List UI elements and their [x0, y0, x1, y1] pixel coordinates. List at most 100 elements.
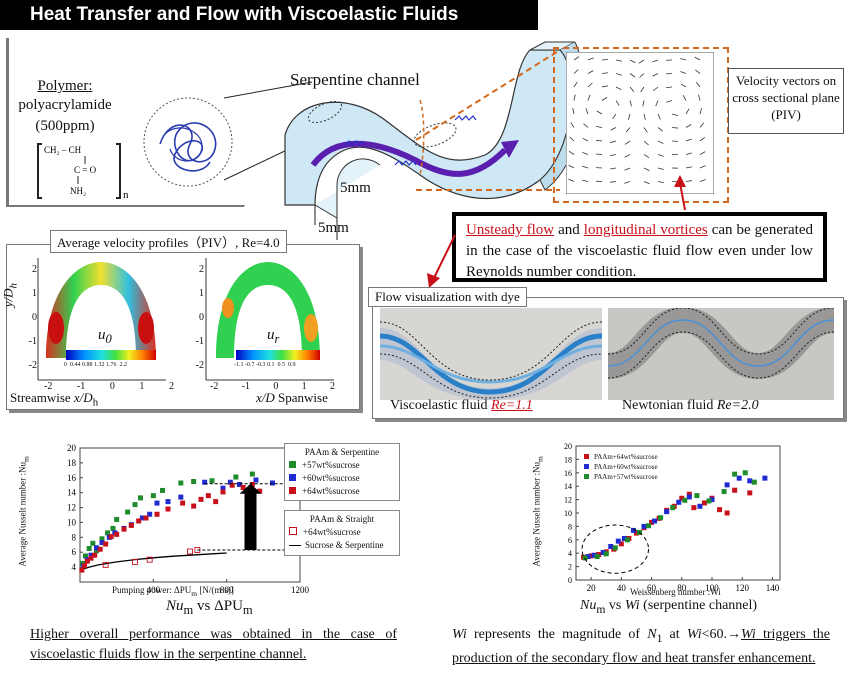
chart1-point-series-2 — [191, 503, 197, 509]
chart1-point-series-1 — [154, 500, 160, 506]
dye-label-box: Flow visualization with dye — [368, 287, 527, 307]
chart1-point-series-0 — [178, 480, 184, 486]
profiles-xtick-right-4: 2 — [330, 381, 335, 392]
chart1-point-series-0 — [83, 553, 88, 559]
chart1-point-series-2 — [128, 522, 134, 528]
chart1-legend-straight: +64wt%sucrose — [289, 526, 395, 539]
chart2-point-series-0 — [588, 553, 594, 559]
velocity-vector — [694, 56, 701, 61]
chart1-point-series-2 — [180, 500, 186, 506]
chart2-point-series-0 — [679, 495, 685, 501]
chart2-point-series-0 — [732, 487, 738, 493]
velocity-vector — [610, 154, 617, 157]
dye-photo-newtonian — [608, 308, 834, 400]
velocity-vector — [610, 140, 617, 144]
velocity-vector — [615, 73, 622, 76]
velocity-vector — [640, 86, 645, 93]
velocity-vector — [612, 113, 617, 120]
velocity-vector — [629, 100, 632, 107]
velocity-vector — [610, 181, 617, 183]
chart2-xtick: 140 — [766, 583, 780, 593]
chart2-point-series-0 — [649, 519, 655, 525]
chart2-point-series-2 — [742, 470, 748, 476]
visco-re: Re=1.1 — [491, 398, 533, 413]
chart2-ytick: 0 — [568, 576, 572, 585]
chart2-ytick: 14 — [564, 482, 572, 491]
bottom-left-conclusion: Higher overall performance was obtained … — [30, 627, 397, 662]
callout-and: and — [554, 222, 584, 238]
chart2-ytick: 20 — [564, 442, 572, 451]
chart1-xtick: 400 — [147, 585, 161, 595]
chart2-point-series-1 — [621, 535, 627, 541]
velocity-vector — [657, 113, 661, 120]
velocity-vector — [698, 94, 701, 101]
chart1-point-series-0 — [110, 525, 116, 531]
piv-label-box: Velocity vectors on cross sectional plan… — [728, 68, 844, 134]
formula-n: n — [123, 189, 129, 201]
chart2-point-series-0 — [717, 507, 723, 513]
chart1-enhancement-arrow — [239, 483, 262, 550]
chart1-point-series-2 — [114, 531, 120, 537]
velocity-vector — [582, 137, 589, 142]
velocity-vector — [624, 181, 631, 184]
chart2-xtick: 100 — [705, 583, 719, 593]
callout-longitudinal-vortices: longitudinal vortices — [583, 222, 708, 238]
chart2-xtick: 60 — [647, 583, 657, 593]
streamwise-label: Streamwise x/Dh — [10, 390, 99, 409]
velocity-vector — [685, 180, 692, 182]
velocity-vector — [638, 59, 645, 64]
chart1-ytick: 6 — [72, 547, 77, 557]
chart2-ytick: 10 — [564, 509, 572, 518]
chart1-point-series-0 — [125, 509, 131, 515]
velocity-vector — [680, 71, 687, 74]
velocity-vector — [699, 151, 706, 155]
chart1-sucrose-curve — [79, 552, 227, 571]
spanwise-label: x/D Spanwise — [256, 390, 328, 405]
chart1-point-series-0 — [114, 516, 120, 522]
polymer-formula: CH₂ – CH C = O NH₂ n — [37, 143, 129, 201]
velocity-vector — [699, 122, 705, 128]
chart1-ytick: 12 — [67, 503, 76, 513]
page-title: Heat Transfer and Flow with Viscoelastic… — [0, 0, 538, 30]
chart1-point-series-2 — [154, 511, 160, 517]
velocity-vector — [629, 59, 636, 64]
chart2-ytick: 16 — [564, 469, 572, 478]
chart2-point-series-2 — [732, 471, 738, 477]
chart2-point-series-2 — [670, 505, 676, 511]
chart2-point-series-2 — [658, 515, 664, 521]
velocity-vector — [643, 181, 650, 185]
dim-width-label: 5mm — [318, 220, 349, 236]
velocity-vector — [595, 139, 603, 142]
chart1-point-series-0 — [150, 493, 156, 499]
velocity-vector — [680, 58, 687, 61]
chart2-point-series-2 — [646, 523, 652, 529]
velocity-vector — [573, 56, 580, 61]
chart1-point-series-2 — [103, 541, 109, 547]
colorbar-ticks-left: 0 0.44 0.88 1.32 1.76 2.2 — [64, 362, 127, 368]
velocity-vector — [573, 94, 576, 101]
velocity-vector — [643, 113, 646, 120]
chart1-point-series-0 — [86, 546, 92, 551]
chart2-point-series-1 — [724, 482, 730, 488]
velocity-vector — [587, 82, 593, 88]
chart1-point-series-3 — [187, 548, 193, 555]
velocity-vector — [695, 69, 701, 74]
callout-arrows — [427, 175, 686, 288]
chart1-legend-title2: PAAm & Straight — [309, 514, 375, 524]
u0-label: u0 — [98, 327, 112, 346]
chart1-ytick: 18 — [67, 458, 77, 468]
chart2-ytick: 12 — [564, 496, 572, 505]
chart2-point-series-0 — [747, 490, 753, 496]
chart2-point-series-2 — [594, 554, 600, 560]
velocity-vector — [601, 72, 609, 74]
chart2-point-series-1 — [641, 523, 647, 529]
chart1-point-series-2 — [249, 481, 255, 487]
profiles-ytick-right-3: -1 — [195, 336, 204, 347]
chart1-point-series-0 — [160, 487, 165, 493]
velocity-vector — [671, 113, 678, 117]
velocity-vector — [699, 165, 706, 169]
velocity-vector — [657, 167, 664, 170]
chart2-xtick: 80 — [677, 583, 687, 593]
dye-photo-viscoelastic — [380, 308, 602, 400]
chart1-ytick: 16 — [67, 473, 77, 483]
